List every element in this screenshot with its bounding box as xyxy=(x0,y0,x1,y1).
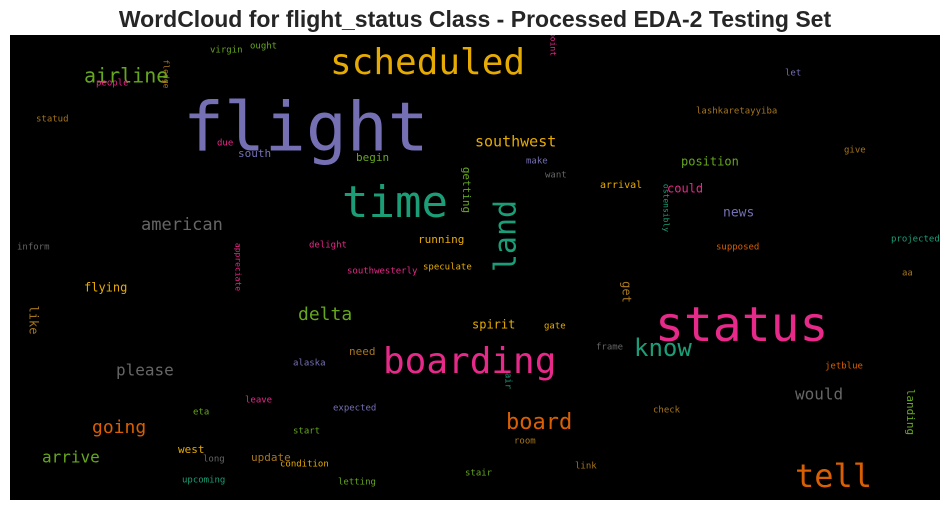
word-air: air xyxy=(503,373,513,390)
word-appreciate: appreciate xyxy=(234,243,243,291)
word-get: get xyxy=(620,281,634,303)
word-news: news xyxy=(723,206,754,221)
word-boarding: boarding xyxy=(383,341,556,382)
word-would: would xyxy=(795,385,843,404)
word-give: give xyxy=(844,146,866,156)
word-could: could xyxy=(667,182,703,196)
word-gate: gate xyxy=(544,322,566,332)
word-jetblue: jetblue xyxy=(825,362,863,372)
word-virgin: virgin xyxy=(210,46,243,56)
word-please: please xyxy=(116,361,174,380)
word-west: west xyxy=(178,443,205,456)
word-room: room xyxy=(514,437,536,447)
word-southwesterly: southwesterly xyxy=(347,267,418,277)
word-long: long xyxy=(203,455,225,465)
word-flying: flying xyxy=(84,281,127,295)
word-fledge: fledge xyxy=(162,60,171,89)
word-board: board xyxy=(506,410,572,435)
word-flight: flight xyxy=(183,89,429,168)
word-delight: delight xyxy=(309,241,347,251)
wordcloud-canvas: flight status scheduled boarding time tell lan… xyxy=(10,35,940,500)
word-start: start xyxy=(293,427,320,437)
word-update: update xyxy=(251,451,291,464)
word-running: running xyxy=(418,233,464,246)
word-delta: delta xyxy=(298,304,352,325)
word-southwest: southwest xyxy=(475,133,556,151)
chart-title: WordCloud for flight_status Class - Proc… xyxy=(118,6,832,32)
word-want: want xyxy=(545,171,567,181)
word-point: point xyxy=(549,35,558,56)
word-eta: eta xyxy=(193,408,209,418)
word-due: due xyxy=(217,139,233,149)
word-make: make xyxy=(526,157,548,167)
word-inform: inform xyxy=(17,243,50,253)
word-condition: condition xyxy=(280,460,329,470)
word-spirit: spirit xyxy=(472,318,515,332)
word-letting: letting xyxy=(338,478,376,488)
word-frame: frame xyxy=(596,343,623,353)
word-going: going xyxy=(92,417,146,438)
word-speculate: speculate xyxy=(423,263,472,273)
word-projected: projected xyxy=(891,235,940,245)
word-begin: begin xyxy=(356,151,389,164)
word-upcoming: upcoming xyxy=(182,476,225,486)
word-arrive: arrive xyxy=(42,448,100,467)
word-ought: ought xyxy=(250,42,277,52)
word-like: like xyxy=(27,306,41,335)
word-tell: tell xyxy=(795,457,872,495)
word-getting: getting xyxy=(460,167,473,213)
word-check: check xyxy=(653,406,681,416)
word-south: south xyxy=(238,147,271,160)
word-people: people xyxy=(96,79,129,89)
word-scheduled: scheduled xyxy=(330,42,525,83)
word-position: position xyxy=(681,155,739,169)
word-arrival: arrival xyxy=(600,180,642,191)
wordcloud-svg: flight status scheduled boarding time tell lan… xyxy=(17,35,940,495)
word-land: land xyxy=(489,200,524,272)
word-american: american xyxy=(141,215,223,235)
word-landing: landing xyxy=(904,389,917,435)
word-ostensibly: ostensibly xyxy=(662,184,671,232)
word-let: let xyxy=(785,69,801,79)
word-lashkaretayyiba: lashkaretayyiba xyxy=(696,107,777,117)
word-need: need xyxy=(349,345,376,358)
word-know: know xyxy=(634,334,692,362)
word-supposed: supposed xyxy=(716,243,759,253)
word-leave: leave xyxy=(245,396,272,406)
word-stair: stair xyxy=(465,469,493,479)
word-link: link xyxy=(575,462,597,472)
word-status: status xyxy=(655,297,828,353)
word-expected: expected xyxy=(333,404,376,414)
word-time: time xyxy=(342,177,448,228)
word-aa: aa xyxy=(902,269,913,279)
word-alaska: alaska xyxy=(293,359,326,369)
word-airline: airline xyxy=(84,64,168,88)
word-statud: statud xyxy=(36,115,69,125)
